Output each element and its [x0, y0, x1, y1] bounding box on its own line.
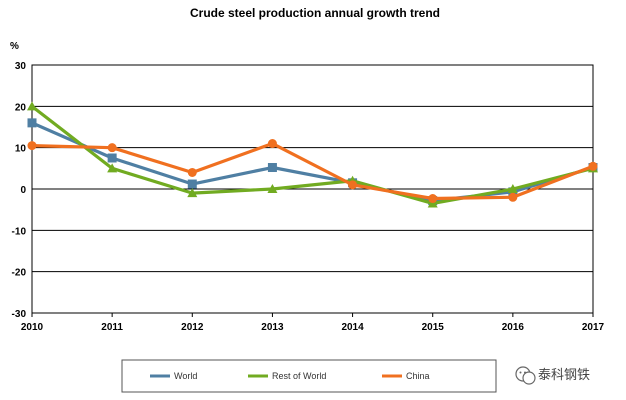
- data-point-china: [267, 139, 277, 149]
- legend-label-rest-of-world: Rest of World: [272, 371, 326, 381]
- x-axis: 2010 2011 2012 2013 2014 2015 2016 2017: [21, 313, 605, 333]
- x-tick-label: 2012: [181, 322, 204, 333]
- y-axis: 30 20 10 0 -10 -20 -30: [12, 61, 27, 320]
- data-point-world: [187, 179, 197, 189]
- plot-area: [31, 64, 594, 314]
- wechat-icon: [515, 366, 536, 385]
- data-point-rest-of-world: [507, 184, 518, 193]
- legend-box: [121, 359, 497, 393]
- data-point-rest-of-world: [187, 188, 198, 198]
- chart-title: Crude steel production annual growth tre…: [190, 6, 440, 20]
- y-tick-label: -30: [12, 309, 27, 320]
- data-point-rest-of-world: [267, 184, 278, 193]
- data-point-china: [27, 141, 37, 151]
- legend: World Rest of World China: [121, 359, 497, 393]
- y-tick-label: 10: [15, 144, 27, 155]
- x-tick-label: 2017: [582, 322, 605, 333]
- legend-label-china: China: [406, 371, 430, 381]
- series-line-rest-of-world: [31, 105, 594, 206]
- y-tick-label: -10: [12, 226, 27, 237]
- data-point-china: [187, 167, 197, 177]
- x-tick-label: 2015: [422, 322, 445, 333]
- watermark: 泰科钢铁: [515, 366, 590, 385]
- data-point-rest-of-world: [107, 163, 118, 173]
- y-tick-label: -20: [12, 268, 27, 279]
- y-tick-label: 0: [20, 185, 26, 196]
- data-point-china: [428, 194, 438, 204]
- x-tick-label: 2011: [101, 322, 123, 333]
- watermark-text: 泰科钢铁: [538, 367, 590, 382]
- x-tick-label: 2013: [261, 322, 284, 333]
- legend-label-world: World: [174, 371, 197, 381]
- data-point-world: [27, 118, 37, 128]
- x-tick-label: 2014: [341, 322, 364, 333]
- data-point-china: [508, 192, 518, 202]
- y-tick-label: 30: [15, 61, 27, 72]
- y-tick-label: 20: [15, 102, 27, 113]
- data-point-rest-of-world: [27, 101, 37, 111]
- series-line-world: [31, 121, 594, 203]
- series-china: [27, 139, 598, 204]
- data-point-china: [348, 180, 358, 190]
- data-point-china: [588, 161, 598, 171]
- x-tick-label: 2016: [502, 322, 525, 333]
- data-point-world: [107, 153, 117, 163]
- series-group: [27, 101, 598, 208]
- data-point-world: [267, 163, 277, 173]
- x-tick-label: 2010: [21, 322, 44, 333]
- data-point-china: [107, 143, 117, 153]
- series-line-china: [31, 141, 594, 201]
- y-axis-unit: %: [10, 41, 19, 52]
